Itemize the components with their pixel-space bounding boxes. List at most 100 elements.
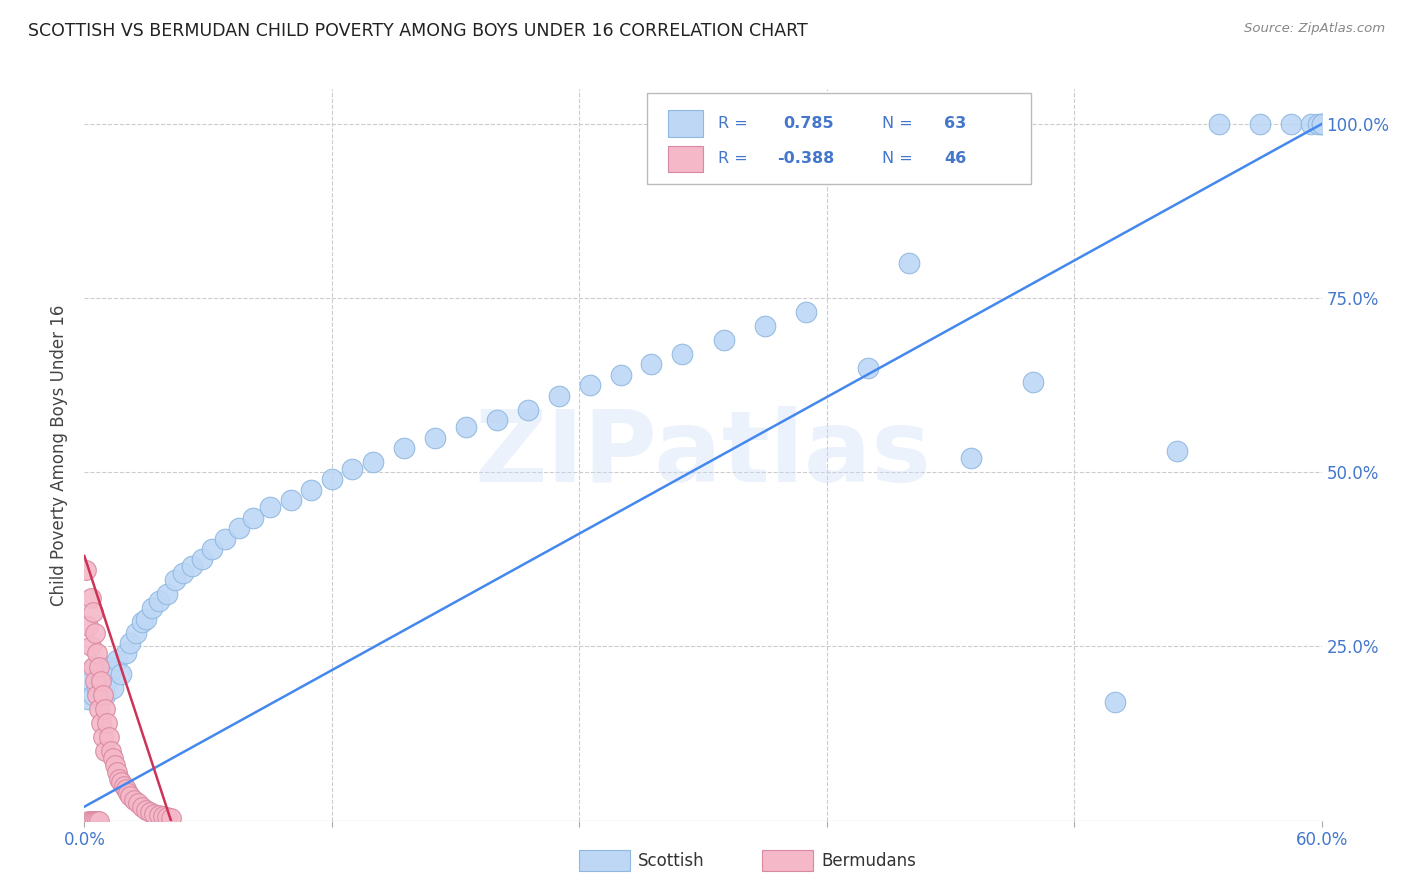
Text: 63: 63	[945, 116, 966, 131]
Text: N =: N =	[883, 116, 912, 131]
Point	[131, 615, 153, 629]
Point	[152, 809, 174, 823]
Point	[79, 640, 101, 654]
Point	[105, 764, 128, 779]
Point	[1310, 117, 1333, 131]
Point	[1208, 117, 1230, 131]
Point	[259, 500, 281, 515]
Text: Bermudans: Bermudans	[821, 852, 915, 870]
Point	[87, 660, 110, 674]
Point	[125, 625, 148, 640]
Point	[94, 688, 117, 702]
Point	[141, 601, 163, 615]
Point	[361, 455, 384, 469]
Point	[485, 413, 508, 427]
Point	[201, 541, 224, 556]
Point	[108, 772, 131, 786]
Point	[86, 681, 108, 696]
Point	[87, 702, 110, 716]
Point	[103, 751, 125, 765]
Point	[578, 378, 600, 392]
Point	[94, 702, 117, 716]
Point	[105, 653, 128, 667]
Point	[299, 483, 322, 497]
Point	[87, 814, 110, 828]
Point	[82, 814, 104, 828]
Point	[139, 805, 162, 820]
Point	[77, 814, 100, 828]
Point	[321, 472, 343, 486]
Point	[79, 674, 101, 689]
Point	[110, 775, 132, 789]
Point	[640, 357, 662, 371]
Bar	[668, 145, 703, 172]
Point	[94, 744, 117, 758]
Point	[135, 612, 157, 626]
Point	[90, 674, 112, 689]
Point	[104, 758, 127, 772]
Point	[96, 716, 118, 731]
Point	[214, 532, 236, 546]
Point	[77, 691, 100, 706]
Point	[118, 789, 141, 804]
Point	[794, 305, 817, 319]
Point	[114, 647, 136, 661]
Point	[1279, 117, 1302, 131]
Text: R =: R =	[718, 151, 748, 166]
Point	[114, 782, 136, 797]
Point	[82, 605, 104, 619]
Point	[86, 814, 108, 828]
Point	[83, 625, 105, 640]
Point	[180, 559, 202, 574]
Point	[91, 730, 114, 744]
Point	[228, 521, 250, 535]
Point	[135, 803, 157, 817]
Point	[423, 430, 446, 444]
Point	[82, 660, 104, 674]
Point	[160, 811, 183, 825]
Point	[1310, 117, 1333, 131]
Point	[671, 347, 693, 361]
Point	[754, 319, 776, 334]
Text: Source: ZipAtlas.com: Source: ZipAtlas.com	[1244, 22, 1385, 36]
Point	[98, 730, 121, 744]
Point	[165, 574, 187, 588]
Point	[609, 368, 631, 382]
Text: 0.785: 0.785	[783, 116, 834, 131]
Point	[91, 688, 114, 702]
Point	[156, 587, 179, 601]
Point	[131, 799, 153, 814]
FancyBboxPatch shape	[647, 93, 1031, 185]
Point	[110, 667, 132, 681]
Point	[100, 744, 122, 758]
Point	[127, 796, 149, 810]
Point	[77, 618, 100, 632]
Point	[91, 664, 114, 678]
Point	[454, 420, 477, 434]
Point	[79, 814, 101, 828]
Point	[143, 806, 166, 821]
Point	[86, 647, 108, 661]
Point	[82, 688, 104, 702]
Point	[148, 808, 170, 822]
Point	[1306, 117, 1329, 131]
Point	[547, 389, 569, 403]
Point	[112, 779, 135, 793]
Point	[713, 333, 735, 347]
Point	[172, 566, 194, 581]
Point	[960, 451, 983, 466]
Point	[90, 674, 112, 689]
Point	[156, 810, 179, 824]
Point	[79, 591, 101, 605]
Point	[242, 510, 264, 524]
Point	[516, 402, 538, 417]
Point	[83, 814, 105, 828]
Point	[392, 441, 415, 455]
Point	[280, 493, 302, 508]
Point	[1301, 117, 1323, 131]
Point	[148, 594, 170, 608]
Point	[75, 563, 97, 577]
Point	[83, 660, 105, 674]
Point	[191, 552, 214, 566]
Point	[100, 664, 122, 678]
